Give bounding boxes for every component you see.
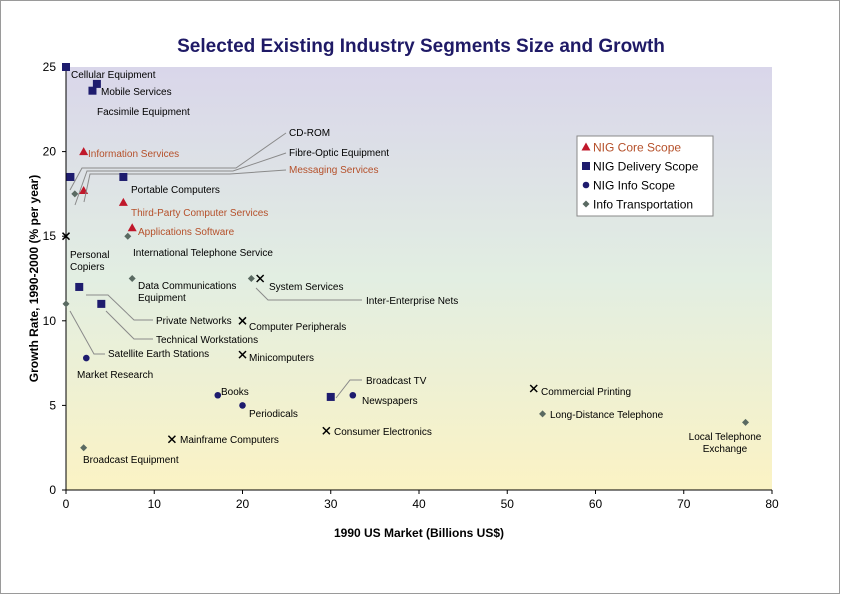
point-cellular-equipment xyxy=(62,63,70,71)
data-label-consumer-electronics: Consumer Electronics xyxy=(334,427,432,438)
point-commercial-printing xyxy=(529,384,538,393)
x-tick-label: 0 xyxy=(63,497,70,511)
data-label-cd-rom: CD-ROM xyxy=(289,128,330,139)
data-label-computer-peripherals: Computer Peripherals xyxy=(249,322,346,333)
point-long-distance-telephone xyxy=(539,410,547,418)
point-international-telephone-service xyxy=(124,232,132,240)
x-tick-label: 20 xyxy=(236,497,250,511)
data-label-long-distance-telephone: Long-Distance Telephone xyxy=(550,410,664,421)
point-mobile-services xyxy=(92,79,101,88)
data-label-system-services: System Services xyxy=(269,282,343,293)
data-label-periodicals: Periodicals xyxy=(249,409,298,420)
leader-line-cd-rom xyxy=(69,132,287,191)
x-tick-label: 10 xyxy=(148,497,162,511)
point-information-services xyxy=(79,147,89,156)
x-axis-label: 1990 US Market (Billions US$) xyxy=(334,526,504,540)
y-axis-label: Growth Rate, 1990-2000 (% per year) xyxy=(27,175,41,382)
x-tick-label: 50 xyxy=(501,497,515,511)
point-portable-computers xyxy=(119,172,128,181)
legend-marker-nig-info-scope xyxy=(582,181,590,189)
point-satellite-earth-stations xyxy=(62,300,70,308)
data-label-personal-copiers: Personal Copiers xyxy=(70,250,109,273)
y-tick-label: 20 xyxy=(43,145,57,159)
point-minicomputers xyxy=(238,350,247,359)
data-label-market-research: Market Research xyxy=(77,370,153,381)
point-applications-software xyxy=(127,223,137,232)
data-label-facsimile-equipment: Facsimile Equipment xyxy=(97,107,190,118)
point-periodicals xyxy=(239,402,246,409)
data-label-mobile-services: Mobile Services xyxy=(101,87,172,98)
point-newspapers xyxy=(349,391,357,399)
x-tick-label: 40 xyxy=(412,497,426,511)
point-cd-rom xyxy=(66,172,75,181)
data-label-international-telephone-service: International Telephone Service xyxy=(133,248,273,259)
legend-marker-nig-core-scope xyxy=(581,142,591,151)
data-label-mainframe-computers: Mainframe Computers xyxy=(180,435,279,446)
leader-line-inter-enterprise-nets xyxy=(255,287,362,301)
legend-label-nig-core-scope: NIG Core Scope xyxy=(593,141,681,155)
data-label-fibre-optic-equipment: Fibre-Optic Equipment xyxy=(289,148,389,159)
point-inter-enterprise-nets xyxy=(247,275,255,282)
data-label-minicomputers: Minicomputers xyxy=(249,353,314,364)
point-computer-peripherals xyxy=(238,316,247,325)
leader-line-fibre-optic-equipment xyxy=(74,152,287,206)
point-mainframe-computers xyxy=(167,435,176,444)
data-label-inter-enterprise-nets: Inter-Enterprise Nets xyxy=(366,296,458,307)
leader-line-satellite-earth-stations xyxy=(69,310,105,355)
point-private-networks xyxy=(75,282,84,291)
x-tick-label: 70 xyxy=(677,497,691,511)
point-fibre-optic-equipment xyxy=(71,190,79,198)
legend-label-info-transportation: Info Transportation xyxy=(593,198,693,212)
data-label-satellite-earth-stations: Satellite Earth Stations xyxy=(108,349,209,360)
data-label-portable-computers: Portable Computers xyxy=(131,185,220,196)
y-tick-label: 15 xyxy=(43,229,57,243)
leader-line-messaging-services xyxy=(83,169,287,203)
data-label-broadcast-tv: Broadcast TV xyxy=(366,376,427,387)
legend-marker-info-transportation xyxy=(582,200,590,208)
data-label-data-communications-equipment: Data Communications Equipment xyxy=(138,281,236,304)
x-tick-label: 60 xyxy=(589,497,603,511)
data-label-books: Books xyxy=(221,387,249,398)
legend-label-nig-info-scope: NIG Info Scope xyxy=(593,179,675,193)
point-consumer-electronics xyxy=(322,426,331,435)
point-facsimile-equipment xyxy=(88,86,97,95)
y-tick-label: 25 xyxy=(43,60,57,74)
chart-title: Selected Existing Industry Segments Size… xyxy=(177,36,665,57)
data-label-newspapers: Newspapers xyxy=(362,396,418,407)
x-tick-label: 30 xyxy=(324,497,338,511)
point-system-services xyxy=(256,274,265,283)
data-label-third-party-computer-services: Third-Party Computer Services xyxy=(131,208,268,219)
legend-box xyxy=(576,135,714,217)
y-tick-label: 10 xyxy=(43,314,57,328)
leader-line-broadcast-tv xyxy=(335,379,362,399)
point-local-telephone-exchange xyxy=(742,418,750,426)
data-label-private-networks: Private Networks xyxy=(156,316,232,327)
point-market-research xyxy=(82,354,90,362)
data-label-broadcast-equipment: Broadcast Equipment xyxy=(83,455,179,466)
y-tick-label: 5 xyxy=(49,398,56,412)
leader-line-technical-workstations xyxy=(105,310,153,340)
point-personal-copiers xyxy=(61,232,71,241)
x-tick-label: 80 xyxy=(765,497,779,511)
leader-line-private-networks xyxy=(86,294,153,321)
data-label-applications-software: Applications Software xyxy=(138,227,235,238)
point-technical-workstations xyxy=(97,299,106,308)
data-label-local-telephone-exchange: Local Telephone Exchange xyxy=(689,432,762,455)
point-books xyxy=(214,391,222,399)
y-tick-label: 0 xyxy=(49,483,56,497)
data-label-information-services: Information Services xyxy=(88,149,179,160)
data-label-messaging-services: Messaging Services xyxy=(289,165,378,176)
point-data-communications-equipment xyxy=(128,275,136,282)
data-label-commercial-printing: Commercial Printing xyxy=(541,387,631,398)
data-label-cellular-equipment: Cellular Equipment xyxy=(71,70,156,81)
point-third-party-computer-services xyxy=(118,197,128,206)
data-label-technical-workstations: Technical Workstations xyxy=(156,335,258,346)
point-broadcast-tv xyxy=(326,392,335,401)
legend-marker-nig-delivery-scope xyxy=(582,162,590,170)
point-broadcast-equipment xyxy=(80,444,88,452)
legend-label-nig-delivery-scope: NIG Delivery Scope xyxy=(593,160,699,174)
